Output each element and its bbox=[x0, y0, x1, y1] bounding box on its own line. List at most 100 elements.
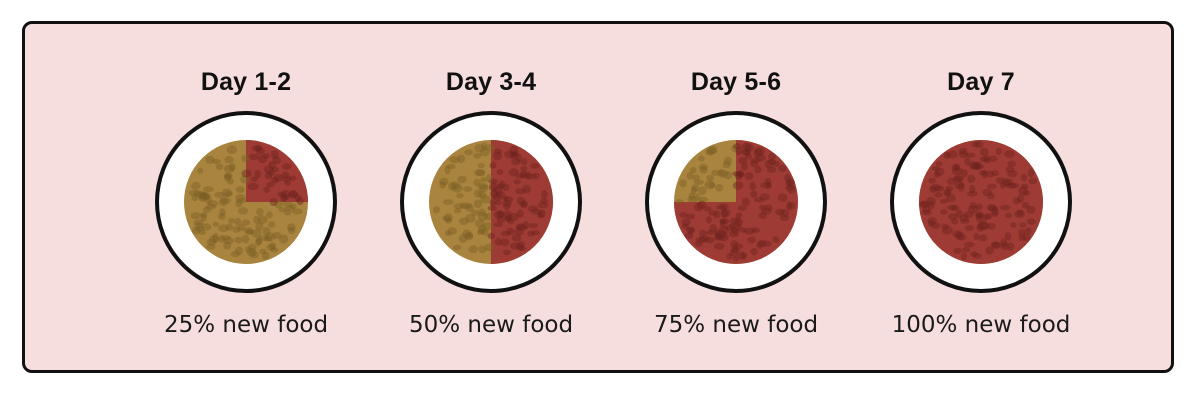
kibble bbox=[979, 170, 987, 176]
new-food-wedge bbox=[674, 140, 798, 264]
kibble bbox=[480, 195, 491, 204]
kibble bbox=[777, 193, 788, 202]
kibble bbox=[473, 178, 481, 187]
kibble bbox=[715, 184, 724, 192]
kibble bbox=[264, 235, 273, 242]
kibble bbox=[497, 210, 504, 219]
kibble bbox=[212, 232, 219, 242]
kibble bbox=[965, 152, 976, 158]
kibble bbox=[967, 205, 979, 214]
kibble bbox=[959, 218, 970, 224]
kibble bbox=[778, 164, 787, 173]
kibble bbox=[699, 163, 708, 171]
kibble bbox=[235, 199, 243, 208]
kibble bbox=[503, 196, 514, 203]
kibble bbox=[704, 180, 715, 190]
kibble bbox=[284, 205, 295, 211]
kibble bbox=[280, 194, 288, 202]
kibble bbox=[443, 199, 454, 205]
kibble bbox=[208, 235, 220, 244]
kibble bbox=[269, 242, 276, 250]
kibble bbox=[269, 198, 278, 206]
kibble bbox=[682, 223, 689, 230]
kibble bbox=[452, 244, 462, 251]
kibble bbox=[241, 169, 252, 178]
kibble bbox=[272, 156, 281, 165]
kibble bbox=[228, 162, 236, 171]
kibble bbox=[941, 225, 953, 235]
kibble bbox=[527, 230, 536, 237]
kibble bbox=[785, 184, 795, 191]
kibble bbox=[749, 181, 756, 191]
kibble bbox=[238, 207, 248, 215]
kibble bbox=[451, 183, 463, 193]
kibble bbox=[940, 198, 948, 204]
kibble bbox=[465, 214, 476, 223]
kibble bbox=[263, 165, 274, 174]
kibble bbox=[200, 223, 212, 231]
kibble bbox=[973, 161, 983, 170]
kibble bbox=[518, 245, 526, 251]
step-caption: 25% new food bbox=[163, 312, 329, 338]
kibble bbox=[496, 169, 504, 175]
kibble bbox=[960, 252, 968, 261]
kibble bbox=[744, 152, 752, 160]
kibble bbox=[732, 170, 742, 177]
kibble bbox=[743, 148, 750, 156]
kibble bbox=[995, 147, 1002, 155]
kibble bbox=[687, 195, 698, 203]
kibble bbox=[517, 241, 525, 248]
kibble bbox=[537, 212, 544, 219]
kibble bbox=[489, 199, 496, 207]
kibble bbox=[764, 159, 774, 169]
step-caption: 100% new food bbox=[891, 312, 1071, 338]
kibble bbox=[957, 182, 965, 192]
kibble bbox=[921, 209, 932, 216]
kibble bbox=[266, 244, 277, 251]
kibble bbox=[255, 237, 263, 245]
kibble bbox=[983, 157, 992, 164]
kibble bbox=[952, 167, 963, 176]
kibble bbox=[447, 227, 457, 235]
kibble bbox=[708, 210, 718, 216]
kibble bbox=[694, 193, 701, 202]
kibble bbox=[953, 247, 962, 254]
kibble bbox=[444, 213, 453, 222]
step-title: Day 5-6 bbox=[690, 68, 782, 96]
kibble bbox=[787, 202, 796, 210]
kibble bbox=[288, 190, 297, 199]
kibble bbox=[1022, 233, 1031, 241]
kibble bbox=[934, 185, 945, 192]
kibble bbox=[245, 229, 254, 235]
kibble bbox=[281, 171, 290, 179]
kibble bbox=[999, 182, 1007, 189]
kibble bbox=[515, 223, 525, 231]
kibble bbox=[516, 223, 528, 231]
kibble bbox=[540, 197, 548, 204]
kibble bbox=[255, 238, 262, 247]
kibble bbox=[972, 253, 982, 259]
kibble bbox=[248, 243, 257, 252]
kibble bbox=[494, 237, 502, 246]
kibble bbox=[200, 192, 211, 200]
kibble bbox=[516, 243, 525, 251]
kibble bbox=[1018, 186, 1028, 196]
kibble bbox=[509, 212, 519, 222]
kibble bbox=[480, 177, 487, 183]
kibble bbox=[918, 200, 929, 209]
kibble bbox=[510, 153, 518, 160]
kibble bbox=[288, 227, 296, 235]
kibble bbox=[786, 179, 794, 187]
kibble bbox=[951, 164, 961, 172]
kibble bbox=[215, 163, 224, 170]
kibble bbox=[499, 238, 510, 247]
food-bowl-icon bbox=[890, 111, 1072, 293]
plate-rim bbox=[890, 111, 1072, 293]
kibble bbox=[1005, 166, 1015, 173]
kibble bbox=[1027, 168, 1035, 178]
kibble bbox=[195, 226, 204, 232]
kibble bbox=[787, 185, 796, 194]
kibble bbox=[257, 215, 268, 224]
kibble bbox=[1009, 182, 1020, 189]
kibble bbox=[459, 202, 468, 210]
